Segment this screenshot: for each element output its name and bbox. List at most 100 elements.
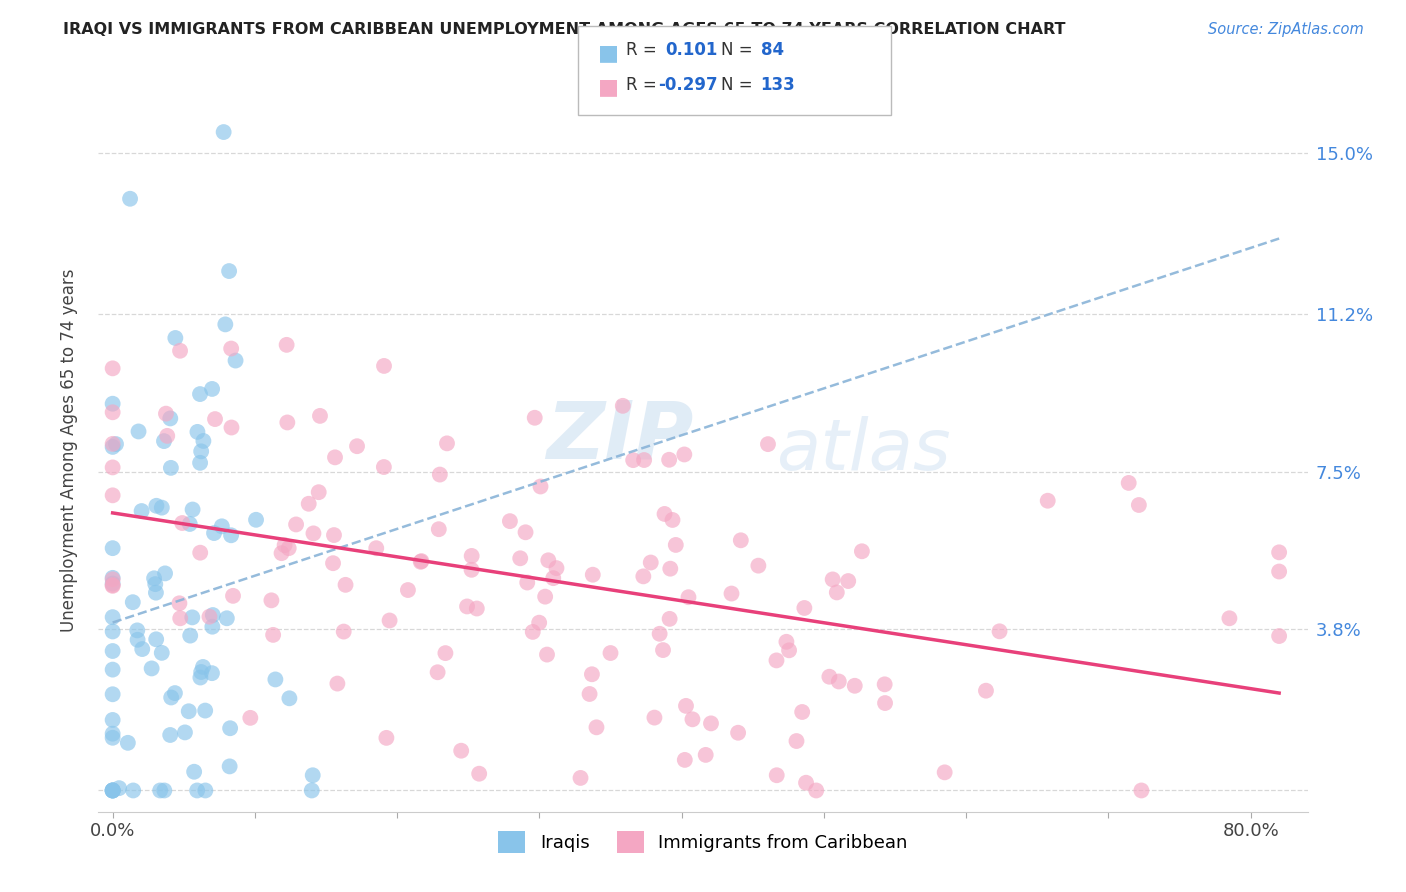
Point [101,727,124,741]
Point [527,615,550,630]
Point [529,479,551,493]
Point [851,544,873,558]
Point [131,504,153,518]
Point [323,528,346,542]
Point [188,387,211,401]
Point [346,439,368,453]
Point [578,687,600,701]
Point [621,453,644,467]
Point [127,632,149,647]
Point [1268,545,1291,559]
Point [101,578,124,592]
Point [599,646,621,660]
Point [101,610,124,624]
Point [219,528,242,542]
Point [427,522,450,536]
Point [160,690,183,705]
Point [155,407,177,421]
Point [239,711,262,725]
Point [160,461,183,475]
Point [101,361,124,376]
Point [101,437,124,451]
Point [219,721,242,735]
Point [145,499,167,513]
Point [522,624,544,639]
Point [163,686,186,700]
Point [654,507,676,521]
Text: R =: R = [626,41,657,59]
Point [516,575,538,590]
Point [335,578,357,592]
Text: 0.101: 0.101 [665,41,717,59]
Point [652,643,675,657]
Point [194,783,217,797]
Point [101,460,124,475]
Point [188,456,211,470]
Point [426,665,449,680]
Point [373,359,395,373]
Point [221,420,243,434]
Point [201,382,224,396]
Point [128,425,150,439]
Point [202,526,225,541]
Point [101,644,124,658]
Point [681,712,703,726]
Point [145,585,167,599]
Point [194,704,217,718]
Point [105,437,128,451]
Text: atlas: atlas [776,416,950,485]
Point [678,591,700,605]
Point [934,765,956,780]
Point [201,666,224,681]
Point [534,590,557,604]
Point [658,612,681,626]
Point [309,409,332,423]
Point [818,670,841,684]
Point [108,781,131,796]
Point [581,667,603,681]
Point [273,538,295,552]
Point [153,783,176,797]
Point [988,624,1011,639]
Point [465,601,488,615]
Point [101,783,124,797]
Point [181,610,204,624]
Point [1130,783,1153,797]
Point [149,783,172,797]
Y-axis label: Unemployment Among Ages 65 to 74 years: Unemployment Among Ages 65 to 74 years [59,268,77,632]
Point [523,410,546,425]
Point [695,747,717,762]
Point [101,488,124,502]
Text: R =: R = [626,76,657,94]
Point [322,556,344,570]
Point [612,399,634,413]
Point [193,434,215,448]
Text: -0.297: -0.297 [658,76,717,94]
Point [468,766,491,780]
Point [456,599,478,614]
Point [765,653,787,667]
Point [643,710,665,724]
Point [720,586,742,600]
Point [409,555,432,569]
Point [219,342,242,356]
Point [262,628,284,642]
Point [201,608,224,623]
Point [212,125,235,139]
Point [190,671,212,685]
Point [270,546,292,560]
Point [411,554,433,568]
Point [633,453,655,467]
Point [1268,629,1291,643]
Point [396,582,419,597]
Point [131,642,153,657]
Point [186,425,208,439]
Point [218,264,240,278]
Point [141,661,163,675]
Point [101,397,124,411]
Point [1118,475,1140,490]
Point [153,566,176,581]
Point [204,412,226,426]
Point [276,338,298,352]
Point [1218,611,1240,625]
